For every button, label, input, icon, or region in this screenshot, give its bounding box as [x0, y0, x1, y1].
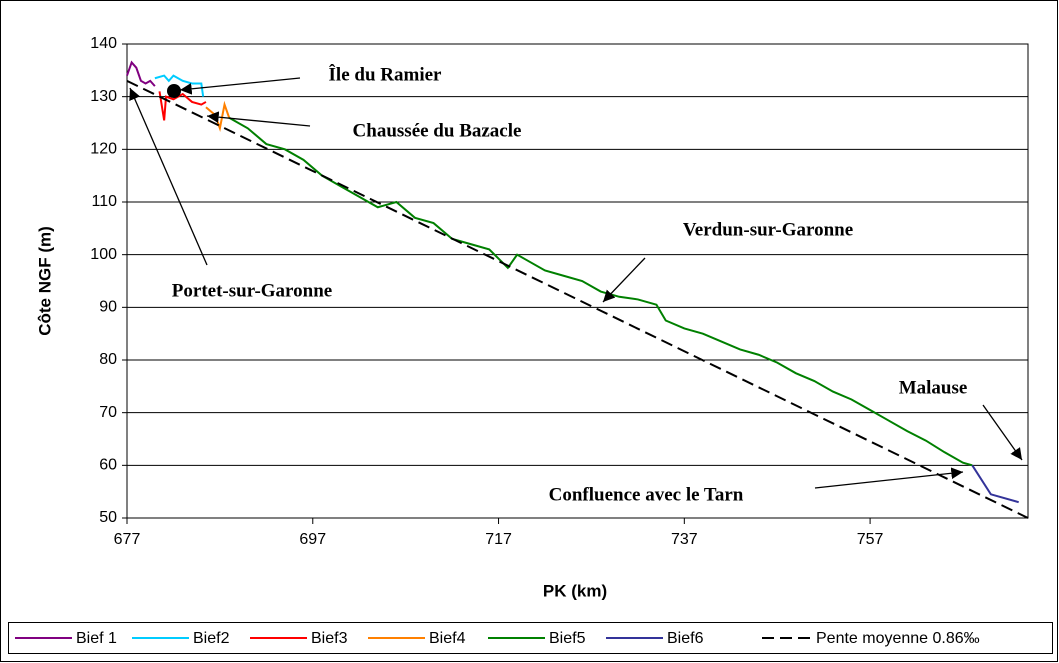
- annotation: Verdun-sur-Garonne: [683, 219, 853, 240]
- plot-border: [126, 43, 1029, 519]
- series-line: [228, 116, 973, 467]
- y-tick-label: 100: [90, 246, 117, 263]
- series-line: [971, 464, 1019, 504]
- legend-label: Bief6: [667, 630, 704, 647]
- y-tick-label: 120: [90, 141, 117, 158]
- annotation-arrow: [179, 77, 301, 95]
- y-tick-label: 90: [99, 299, 117, 316]
- x-tick-label: 737: [671, 531, 698, 548]
- annotation-arrow: [206, 111, 311, 127]
- legend-label: Bief4: [429, 630, 466, 647]
- annotation: Chaussée du Bazacle: [353, 120, 522, 141]
- legend-label: Bief3: [311, 630, 348, 647]
- y-tick-label: 60: [99, 457, 117, 474]
- annotation-arrow: [602, 257, 646, 303]
- annotation-arrow: [982, 404, 1023, 461]
- y-tick-label: 70: [99, 404, 117, 421]
- x-tick-label: 697: [299, 531, 326, 548]
- annotation-arrow: [814, 467, 964, 489]
- annotation: Malause: [899, 377, 968, 398]
- annotation: Île du Ramier: [329, 63, 443, 85]
- y-tick-label: 130: [90, 88, 117, 105]
- series-line: [154, 74, 205, 97]
- series-line: [126, 60, 156, 87]
- legend-label: Bief2: [193, 630, 230, 647]
- x-tick-label: 757: [857, 531, 884, 548]
- x-tick-label: 677: [114, 531, 141, 548]
- y-tick-label: 110: [91, 193, 117, 210]
- annotation: Confluence avec le Tarn: [549, 484, 744, 505]
- y-axis-label: Côte NGF (m): [35, 226, 54, 336]
- legend-label: Bief5: [549, 630, 586, 647]
- annotation: Portet-sur-Garonne: [172, 280, 332, 301]
- x-tick-label: 717: [485, 531, 512, 548]
- y-tick-label: 50: [99, 509, 117, 526]
- y-tick-label: 80: [99, 351, 117, 368]
- annotation-arrow: [129, 87, 208, 266]
- series-line: [126, 79, 1029, 519]
- y-tick-label: 140: [90, 35, 117, 52]
- x-axis-label: PK (km): [543, 581, 607, 600]
- point-marker: [167, 84, 181, 98]
- legend-label: Pente moyenne 0.86‰: [816, 630, 980, 647]
- legend-label: Bief 1: [76, 630, 117, 647]
